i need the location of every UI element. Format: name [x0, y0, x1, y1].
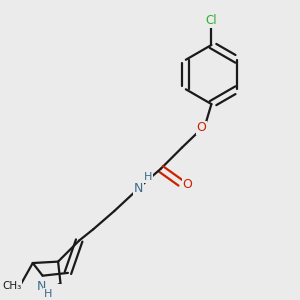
Text: N: N	[134, 182, 143, 195]
Text: Cl: Cl	[206, 14, 217, 27]
Text: H: H	[144, 172, 152, 182]
Text: H: H	[44, 289, 52, 299]
Text: O: O	[183, 178, 192, 191]
Text: O: O	[196, 122, 206, 134]
Text: CH₃: CH₃	[2, 280, 21, 290]
Text: N: N	[37, 280, 46, 293]
